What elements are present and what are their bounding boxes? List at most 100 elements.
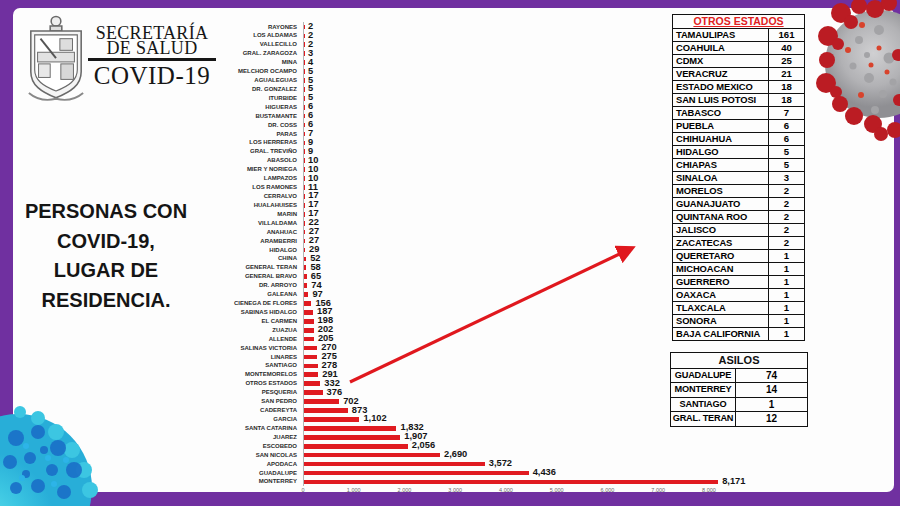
chart-category-label: MARIN [164,210,297,219]
chart-row: ALLENDE205 [164,335,754,344]
chart-bar [304,34,305,39]
chart-value-label: 376 [327,388,343,398]
chart-bar [304,87,305,92]
chart-bar [304,399,340,404]
table-row: TLAXCALA1 [673,301,805,314]
chart-category-label: GARCIA [164,415,297,424]
chart-bar [304,328,314,333]
chart-category-label: MONTERREY [164,477,297,486]
chart-bar [304,167,305,172]
chart-value-label: 2,690 [444,450,467,460]
chart-bar [304,194,305,199]
table-cell-name: ZACATECAS [673,236,769,249]
table-row: COAHUILA40 [673,41,805,54]
chart-row: MIER Y NORIEGA10 [164,165,754,174]
table-cell-name: ESTADO MEXICO [673,80,769,93]
chart-bar [304,301,312,306]
table-cell-value: 6 [769,119,805,132]
table-row: CHIAPAS5 [673,158,805,171]
table-cell-value: 2 [769,184,805,197]
table-row: CHIHUAHUA6 [673,132,805,145]
chart-bar [304,69,305,74]
chart-value-label: 1,102 [363,414,386,424]
chart-row: VILLALDAMA22 [164,219,754,228]
table-cell-value: 25 [769,54,805,67]
table-cell-name: SAN LUIS POTOSI [673,93,769,106]
table-row: MICHOACAN1 [673,262,805,275]
bar-chart: 01,0002,0003,0004,0005,0006,0007,0008,00… [164,23,754,501]
chart-bar [304,25,305,30]
chart-row: LAMPAZOS10 [164,174,754,183]
chart-category-label: LAMPAZOS [164,174,297,183]
chart-category-label: RAYONES [164,23,297,32]
table-row: CDMX25 [673,54,805,67]
chart-category-label: ESCOBEDO [164,442,297,451]
chart-bar [304,426,397,431]
chart-category-label: ANAHUAC [164,228,297,237]
table-cell-name: QUINTANA ROO [673,210,769,223]
table-cell-name: GUERRERO [673,275,769,288]
chart-row: CHINA52 [164,254,754,263]
chart-value-label: 3,572 [489,459,512,469]
chart-bar [304,390,323,395]
chart-category-label: MINA [164,58,297,67]
chart-row: AGUALEGUAS5 [164,76,754,85]
chart-row: VALLECILLO2 [164,40,754,49]
chart-bar [304,257,307,262]
chart-category-label: LOS HERRERAS [164,138,297,147]
chart-bar [304,60,305,65]
chart-row: JUAREZ1,907 [164,433,754,442]
table-cell-value: 1 [769,288,805,301]
chart-category-label: SABINAS HIDALGO [164,308,297,317]
chart-bar [304,265,307,270]
chart-value-label: 4,436 [533,468,556,478]
chart-row: ARAMBERRI27 [164,237,754,246]
asilos-body: GUADALUPE74MONTERREY14SANTIAGO1GRAL. TER… [671,368,808,426]
chart-bar [304,283,308,288]
x-axis-ticks: 01,0002,0003,0004,0005,0006,0007,0008,00… [164,487,754,497]
table-row: QUINTANA ROO2 [673,210,805,223]
chart-bar [304,408,348,413]
chart-row: DR. ARROYO74 [164,281,754,290]
table-cell-name: TAMAULIPAS [673,28,769,41]
chart-category-label: VILLALDAMA [164,219,297,228]
chart-category-label: HUALAHUISES [164,201,297,210]
chart-bar [304,203,305,208]
table-cell-name: QUERETARO [673,249,769,262]
table-cell-name: TLAXCALA [673,301,769,314]
chart-bar [304,51,305,56]
chart-value-label: 8,171 [722,477,745,487]
chart-value-label: 2,056 [412,441,435,451]
table-cell-name: SINALOA [673,171,769,184]
table-row: PUEBLA6 [673,119,805,132]
asilos-table: ASILOS GUADALUPE74MONTERREY14SANTIAGO1GR… [670,352,808,427]
table-cell-value: 7 [769,106,805,119]
chart-row: GARCIA 1,102 [164,415,754,424]
table-row: TABASCO7 [673,106,805,119]
chart-row: HUALAHUISES17 [164,201,754,210]
chart-row: LOS ALDAMAS2 [164,31,754,40]
chart-row: MONTEMORELOS291 [164,370,754,379]
chart-category-label: EL CARMEN [164,317,297,326]
table-cell-name: GUADALUPE [671,368,736,383]
chart-category-label: SANTIAGO [164,361,297,370]
table-row: MONTERREY14 [671,383,808,398]
table-cell-name: BAJA CALIFORNIA [673,327,769,340]
chart-bar [304,292,309,297]
chart-row: ITURBIDE5 [164,94,754,103]
chart-bar [304,480,719,485]
chart-row: GENERAL BRAVO65 [164,272,754,281]
chart-bar [304,364,318,369]
chart-bar [304,239,305,244]
table-cell-name: CHIAPAS [673,158,769,171]
chart-category-label: SAN PEDRO [164,397,297,406]
chart-row: LOS RAMONES11 [164,183,754,192]
chart-row: SANTIAGO278 [164,361,754,370]
table-cell-value: 14 [736,383,808,398]
chart-row: MINA4 [164,58,754,67]
chart-category-label: GRAL. ZARAGOZA [164,49,297,58]
chart-category-label: APODACA [164,460,297,469]
chart-row: EL CARMEN198 [164,317,754,326]
chart-bar [304,176,305,181]
chart-row: PARAS7 [164,130,754,139]
